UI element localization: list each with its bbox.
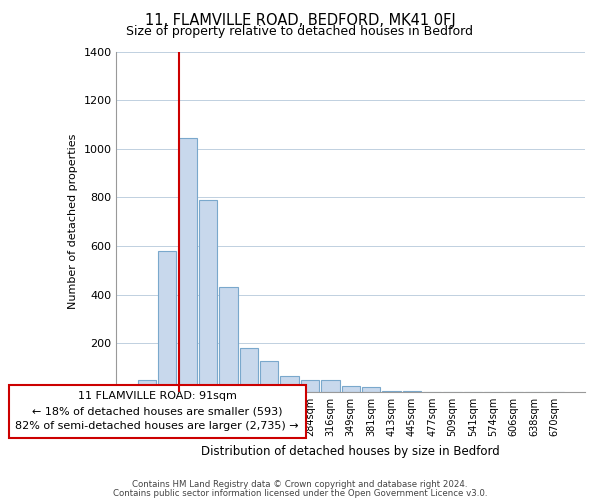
Bar (138, 380, 156, 392)
Bar (199, 200, 217, 392)
Text: Contains HM Land Registry data © Crown copyright and database right 2024.: Contains HM Land Registry data © Crown c… (132, 480, 468, 489)
Bar (403, 390, 421, 392)
Text: 11, FLAMVILLE ROAD, BEDFORD, MK41 0FJ: 11, FLAMVILLE ROAD, BEDFORD, MK41 0FJ (145, 12, 455, 28)
X-axis label: Distribution of detached houses by size in Bedford: Distribution of detached houses by size … (202, 444, 500, 458)
Bar (341, 386, 360, 392)
Bar (301, 380, 319, 392)
Bar (280, 376, 299, 392)
Bar (179, 138, 197, 392)
Text: Contains public sector information licensed under the Open Government Licence v3: Contains public sector information licen… (113, 489, 487, 498)
Text: 11 FLAMVILLE ROAD: 91sqm
← 18% of detached houses are smaller (593)
82% of semi-: 11 FLAMVILLE ROAD: 91sqm ← 18% of detach… (16, 392, 299, 431)
Text: Size of property relative to detached houses in Bedford: Size of property relative to detached ho… (127, 25, 473, 38)
Bar (219, 288, 238, 392)
Bar (362, 387, 380, 392)
Bar (260, 362, 278, 392)
Bar (239, 348, 258, 392)
Y-axis label: Number of detached properties: Number of detached properties (68, 134, 78, 310)
Bar (158, 251, 176, 392)
Bar (321, 380, 340, 392)
Bar (382, 390, 401, 392)
